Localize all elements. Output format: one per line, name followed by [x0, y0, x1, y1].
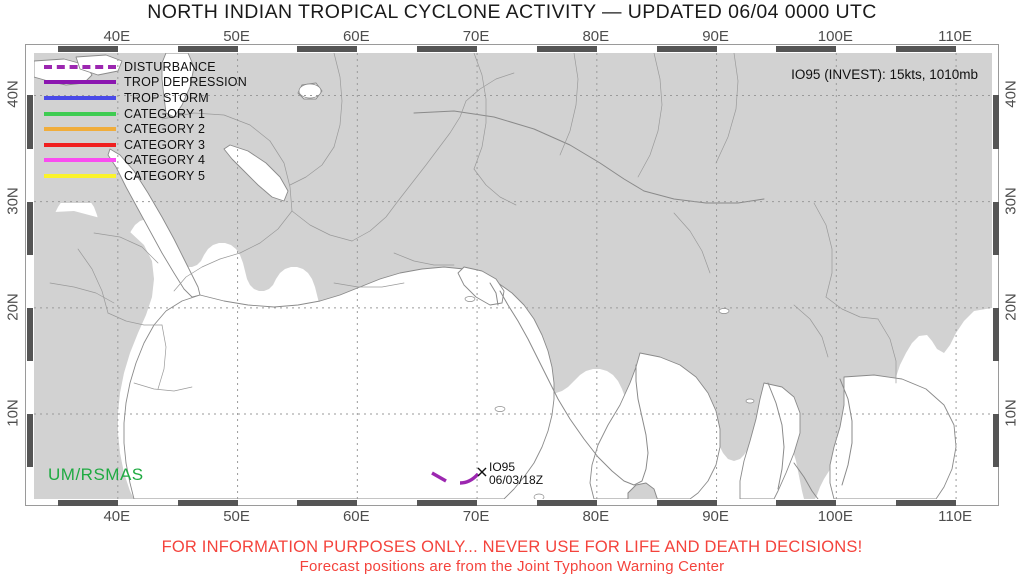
- page-title: NORTH INDIAN TROPICAL CYCLONE ACTIVITY —…: [147, 1, 877, 23]
- lon-tick-bar-top-45: [177, 46, 238, 52]
- lon-tick-bar-bottom-45: [177, 500, 238, 506]
- lon-tick-label-40E: 40E: [103, 28, 131, 45]
- legend-label-4: CATEGORY 2: [124, 122, 206, 137]
- lon-tick-bar-top-95: [776, 46, 837, 52]
- legend-swatch-icon-2: [44, 90, 116, 106]
- legend-label-0: DISTURBANCE: [124, 59, 216, 74]
- lon-tick-label-80E: 80E: [582, 28, 610, 45]
- lat-tick-label-30N-lat-right: 30N: [1002, 186, 1020, 215]
- storm-track[interactable]: [34, 53, 992, 499]
- lon-tick-label-60E: 60E: [342, 28, 370, 45]
- lat-tick-label-40N-lat-right: 40N: [1002, 80, 1020, 109]
- lat-tick-bar-right-25: [993, 201, 999, 255]
- legend-label-5: CATEGORY 3: [124, 137, 206, 152]
- legend-row-disturbance[interactable]: DISTURBANCE: [44, 59, 247, 75]
- lon-tick-label-110E: 110E: [938, 508, 973, 525]
- lon-tick-label-110E: 110E: [938, 28, 973, 45]
- legend-label-7: CATEGORY 5: [124, 168, 206, 183]
- legend-row-category-1[interactable]: CATEGORY 1: [44, 106, 247, 122]
- lon-tick-label-60E: 60E: [342, 508, 370, 525]
- lat-tick-label-30N-lat-left: 30N: [4, 186, 22, 215]
- lat-tick-label-20N-lat-right: 20N: [1002, 293, 1020, 321]
- lat-tick-bar-left-15: [27, 307, 33, 361]
- storm-info-label: IO95 (INVEST): 15kts, 1010mb: [791, 67, 978, 82]
- lat-tick-bar-left-25: [27, 201, 33, 255]
- legend-label-6: CATEGORY 4: [124, 153, 206, 168]
- lon-tick-label-80E: 80E: [582, 508, 610, 525]
- lon-tick-label-70E: 70E: [462, 508, 490, 525]
- lon-tick-label-50E: 50E: [223, 28, 250, 45]
- lon-tick-label-100E: 100E: [817, 28, 853, 45]
- lat-tick-label-10N-lat-right: 10N: [1002, 399, 1020, 427]
- lat-tick-label-40N-lat-left: 40N: [4, 80, 22, 109]
- disclaimer: FOR INFORMATION PURPOSES ONLY... NEVER U…: [0, 538, 1024, 575]
- legend-swatch-icon-3: [44, 106, 116, 122]
- legend-swatch-icon-6: [44, 153, 116, 169]
- legend-swatch-icon-7: [44, 168, 116, 184]
- lat-tick-bar-left-35: [27, 95, 33, 149]
- legend-row-category-2[interactable]: CATEGORY 2: [44, 121, 247, 137]
- lon-tick-bar-bottom-105: [896, 500, 957, 506]
- disclaimer-line-1: FOR INFORMATION PURPOSES ONLY... NEVER U…: [161, 538, 863, 556]
- longitude-axis-bottom: 40E 50E 60E 70E 80E 90E 100E 110E: [0, 508, 1024, 526]
- legend-row-category-5[interactable]: CATEGORY 5: [44, 168, 247, 184]
- lon-tick-bar-bottom-95: [776, 500, 837, 506]
- track-storm-id: IO95: [489, 460, 516, 474]
- legend-swatch-icon-0: [44, 59, 116, 75]
- watermark: UM/RSMAS: [48, 465, 144, 484]
- lon-tick-label-90E: 90E: [702, 28, 729, 45]
- legend-swatch-icon-4: [44, 121, 116, 137]
- longitude-axis-top: 40E 50E 60E 70E 80E 90E 100E 110E: [0, 28, 1024, 46]
- track-segment-1: [431, 471, 447, 483]
- lon-tick-bar-top-35: [57, 46, 118, 52]
- legend-row-category-3[interactable]: CATEGORY 3: [44, 137, 247, 153]
- track-segment-2: [459, 472, 480, 485]
- lon-tick-label-40E: 40E: [103, 508, 131, 525]
- disclaimer-line-2: Forecast positions are from the Joint Ty…: [299, 558, 725, 575]
- lon-tick-bar-top-55: [297, 46, 358, 52]
- lon-tick-bar-top-75: [536, 46, 597, 52]
- legend-swatch-icon-5: [44, 137, 116, 153]
- map-frame[interactable]: DISTURBANCE TROP DEPRESSION TROP STORM CATE…: [25, 44, 999, 506]
- lon-tick-label-50E: 50E: [223, 508, 250, 525]
- legend: DISTURBANCE TROP DEPRESSION TROP STORM CATE…: [44, 59, 247, 184]
- lon-tick-label-100E: 100E: [817, 508, 853, 525]
- lon-tick-bar-bottom-65: [417, 500, 478, 506]
- legend-label-3: CATEGORY 1: [124, 106, 206, 121]
- legend-row-trop-storm[interactable]: TROP STORM: [44, 90, 247, 106]
- current-position-marker: [477, 467, 487, 477]
- lat-tick-label-20N-lat-left: 20N: [4, 293, 22, 321]
- lon-tick-label-90E: 90E: [702, 508, 729, 525]
- lon-tick-bar-bottom-75: [536, 500, 597, 506]
- track-id-label: IO95 06/03/18Z: [489, 461, 543, 487]
- lat-tick-bar-right-35: [993, 95, 999, 149]
- lon-tick-bar-bottom-35: [57, 500, 118, 506]
- map-canvas[interactable]: DISTURBANCE TROP DEPRESSION TROP STORM CATE…: [34, 53, 992, 499]
- lat-tick-bar-left-5: [27, 414, 33, 468]
- lon-tick-bar-bottom-55: [297, 500, 358, 506]
- lon-tick-label-70E: 70E: [462, 28, 490, 45]
- legend-swatch-icon-1: [44, 75, 116, 91]
- lat-tick-label-10N-lat-left: 10N: [4, 399, 22, 427]
- lat-tick-bar-right-15: [993, 307, 999, 361]
- lon-tick-bar-top-85: [656, 46, 717, 52]
- lat-tick-bar-right-5: [993, 414, 999, 468]
- legend-row-category-4[interactable]: CATEGORY 4: [44, 153, 247, 169]
- legend-label-2: TROP STORM: [124, 90, 209, 105]
- legend-label-1: TROP DEPRESSION: [124, 75, 247, 90]
- track-storm-time: 06/03/18Z: [489, 472, 544, 487]
- lon-tick-bar-bottom-85: [656, 500, 717, 506]
- lon-tick-bar-top-105: [896, 46, 957, 52]
- legend-row-trop-depression[interactable]: TROP DEPRESSION: [44, 75, 247, 91]
- lon-tick-bar-top-65: [417, 46, 478, 52]
